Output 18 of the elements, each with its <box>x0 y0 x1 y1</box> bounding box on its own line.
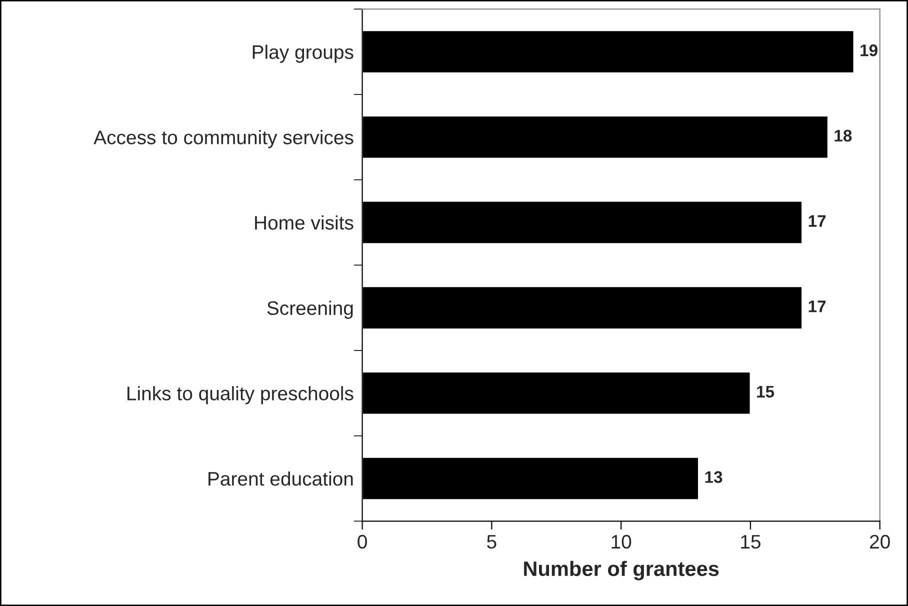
y-tick-label: Play groups <box>252 44 354 63</box>
data-label: 15 <box>757 386 774 398</box>
data-label: 17 <box>808 215 826 227</box>
data-label: 19 <box>860 44 878 56</box>
y-tick-label: Screening <box>267 300 353 319</box>
data-label: 13 <box>705 471 722 483</box>
x-tick-label: 20 <box>870 534 890 549</box>
data-label: 18 <box>834 130 852 142</box>
x-axis-title: Number of grantees <box>524 560 719 580</box>
x-tick-label: 10 <box>612 534 632 549</box>
x-tick-label: 5 <box>487 535 496 549</box>
x-tick-label: 15 <box>741 535 760 549</box>
y-tick-label: Parent education <box>208 471 353 486</box>
y-tick-label: Links to quality preschools <box>128 386 354 404</box>
data-label: 17 <box>808 300 826 312</box>
x-tick-label: 0 <box>358 534 367 549</box>
y-tick-label: Home visits <box>255 215 354 230</box>
y-tick-label: Access to community services <box>94 130 354 148</box>
